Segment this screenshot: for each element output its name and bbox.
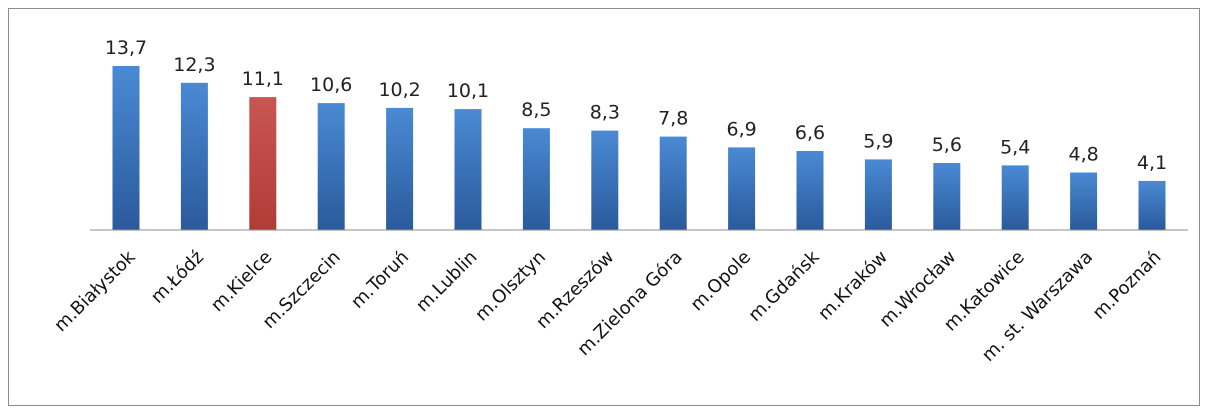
category-label-10: m.Opole (687, 247, 756, 316)
category-label-6: m.Lublin (412, 247, 481, 316)
data-label-4: 10,6 (310, 74, 352, 96)
data-label-15: 4,8 (1068, 144, 1098, 166)
data-label-5: 10,2 (378, 79, 420, 101)
bar-8 (591, 130, 619, 230)
bar-1 (112, 66, 140, 230)
category-label-3: m.Kielce (207, 247, 276, 316)
data-label-1: 13,7 (105, 37, 147, 59)
bar-16 (1138, 180, 1166, 230)
category-label-5: m.Toruń (347, 247, 413, 313)
bar-13 (933, 163, 961, 230)
data-label-3: 11,1 (242, 68, 284, 90)
data-label-9: 7,8 (658, 108, 688, 130)
bar-3 (249, 97, 277, 230)
category-label-11: m.Gdańsk (744, 246, 824, 326)
bar-5 (386, 107, 414, 230)
data-label-16: 4,1 (1137, 152, 1167, 174)
category-label-2: m.Łódź (147, 247, 208, 308)
category-label-1: m.Białystok (50, 246, 140, 336)
data-label-7: 8,5 (521, 99, 551, 121)
bar-11 (796, 151, 824, 230)
bar-12 (864, 159, 892, 230)
bar-9 (659, 136, 687, 230)
data-label-13: 5,6 (932, 134, 962, 156)
bar-7 (522, 128, 550, 230)
bar-2 (180, 82, 208, 230)
data-label-11: 6,6 (795, 122, 825, 144)
bar-14 (1001, 165, 1029, 230)
data-label-2: 12,3 (173, 54, 215, 76)
data-label-14: 5,4 (1000, 136, 1030, 158)
bar-4 (317, 103, 345, 230)
bar-15 (1070, 172, 1098, 230)
data-label-8: 8,3 (590, 102, 620, 124)
bar-10 (728, 147, 756, 230)
bar-6 (454, 109, 482, 230)
data-label-10: 6,9 (726, 118, 756, 140)
data-label-6: 10,1 (447, 80, 489, 102)
category-label-16: m.Poznań (1089, 247, 1166, 324)
data-label-12: 5,9 (863, 130, 893, 152)
